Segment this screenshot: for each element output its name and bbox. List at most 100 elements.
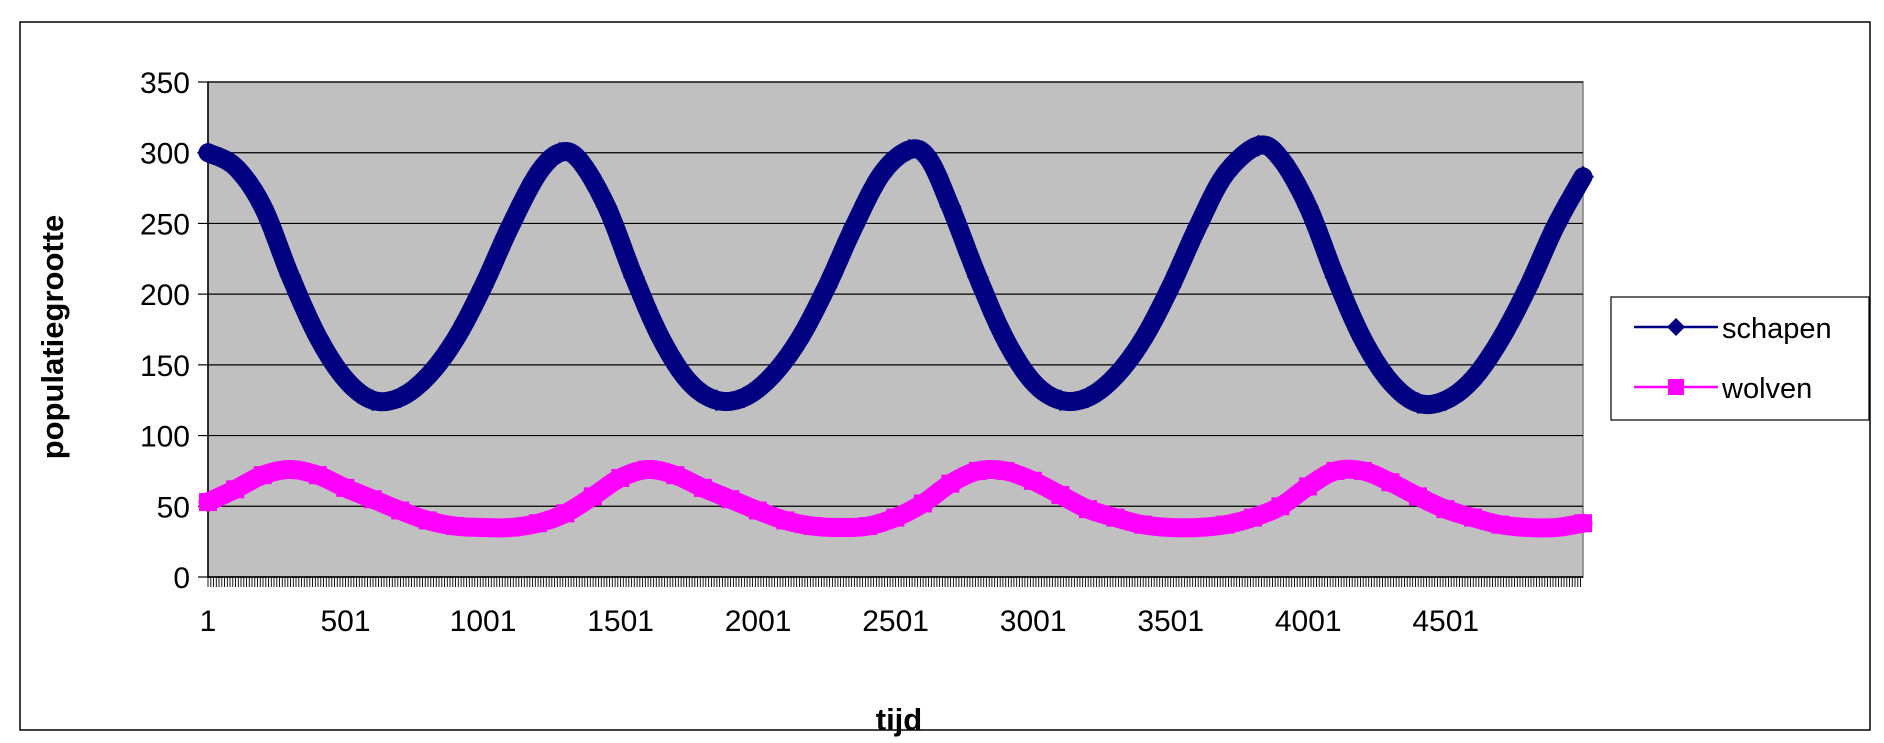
- data-point-schapen: [279, 264, 302, 287]
- data-point-schapen: [334, 368, 357, 390]
- series-line-schapen: [198, 135, 1593, 415]
- x-minor-tick-marks: [207, 577, 1581, 587]
- y-tick-label: 100: [140, 421, 190, 454]
- x-tick-label: 3001: [1000, 605, 1067, 638]
- data-point-wolven: [693, 478, 712, 497]
- data-point-wolven: [226, 480, 245, 499]
- data-point-schapen: [197, 141, 219, 164]
- y-tick-label: 150: [140, 350, 190, 383]
- data-point-schapen: [1021, 370, 1044, 393]
- x-tick-labels: 1 501 1001 1501 2001 2501 3001 3501 4001 4501: [200, 605, 1479, 638]
- legend-marker-schapen: [1667, 318, 1685, 336]
- data-point-schapen: [526, 162, 549, 185]
- data-point-wolven: [1381, 473, 1400, 492]
- data-point-schapen: [1186, 215, 1209, 238]
- y-tick-label: 300: [140, 138, 190, 171]
- x-minor-ticks: [207, 577, 1581, 587]
- data-point-schapen: [389, 386, 412, 409]
- data-point-wolven: [858, 517, 877, 536]
- data-point-schapen: [1159, 276, 1182, 299]
- legend-marker-wolven: [1668, 379, 1684, 395]
- data-point-schapen: [705, 389, 728, 412]
- x-tick-label: 1501: [587, 605, 654, 638]
- data-point-wolven: [886, 508, 905, 527]
- data-point-wolven: [336, 478, 355, 497]
- data-point-wolven: [446, 517, 465, 536]
- data-point-schapen: [1461, 368, 1484, 390]
- x-axis-label: tijd: [876, 702, 923, 737]
- data-point-wolven: [1574, 514, 1592, 533]
- data-point-schapen: [444, 328, 467, 351]
- x-tick-label: 2501: [862, 605, 929, 638]
- x-tick-label: 1001: [450, 605, 517, 638]
- data-point-schapen: [306, 325, 329, 348]
- data-point-wolven: [721, 490, 740, 509]
- data-point-wolven: [941, 474, 960, 493]
- data-point-wolven: [199, 493, 217, 512]
- data-point-wolven: [611, 469, 630, 487]
- data-point-wolven: [583, 487, 602, 506]
- data-point-schapen: [1131, 328, 1154, 351]
- y-tick-labels: 0 50 100 150 200 250 300 350: [140, 67, 190, 595]
- y-tick-label: 200: [140, 279, 190, 312]
- data-point-wolven: [748, 501, 767, 520]
- data-point-wolven: [1023, 471, 1042, 490]
- data-point-wolven: [1491, 515, 1510, 534]
- data-point-schapen: [1296, 195, 1319, 218]
- data-point-wolven: [1133, 515, 1152, 534]
- data-point-schapen: [1516, 276, 1539, 299]
- data-point-schapen: [788, 328, 811, 351]
- legend-item-schapen: schapen: [1634, 313, 1832, 345]
- data-point-schapen: [815, 276, 838, 299]
- data-point-schapen: [499, 215, 522, 238]
- data-point-schapen: [224, 155, 247, 178]
- data-point-wolven: [363, 490, 382, 509]
- data-point-wolven: [1216, 515, 1235, 534]
- y-tick-label: 0: [173, 562, 190, 595]
- data-point-schapen: [678, 370, 701, 393]
- data-point-schapen: [1544, 215, 1567, 238]
- data-point-schapen: [1434, 389, 1457, 412]
- data-point-wolven: [1353, 461, 1372, 480]
- data-point-schapen: [1049, 389, 1072, 412]
- data-point-schapen: [760, 365, 783, 388]
- x-tick-label: 4501: [1412, 605, 1479, 638]
- data-point-schapen: [1406, 392, 1429, 415]
- data-point-schapen: [1324, 266, 1347, 289]
- data-point-schapen: [1104, 365, 1127, 388]
- y-tick-label: 250: [140, 208, 190, 241]
- x-tick-label: 3501: [1137, 605, 1204, 638]
- data-point-wolven: [913, 494, 932, 513]
- data-point-schapen: [251, 195, 274, 218]
- data-point-schapen: [1351, 328, 1374, 351]
- data-point-schapen: [595, 195, 618, 218]
- data-point-wolven: [1436, 500, 1455, 519]
- data-point-schapen: [548, 141, 571, 164]
- data-point-wolven: [1188, 518, 1207, 537]
- data-point-schapen: [1214, 162, 1237, 185]
- x-tick-label: 501: [320, 605, 370, 638]
- data-point-schapen: [650, 328, 673, 351]
- data-point-schapen: [1076, 386, 1099, 409]
- data-point-wolven: [308, 466, 327, 485]
- y-tick-label: 350: [140, 67, 190, 100]
- data-point-schapen: [898, 138, 921, 161]
- data-point-schapen: [939, 195, 962, 218]
- data-point-wolven: [638, 460, 657, 479]
- data-point-schapen: [733, 386, 756, 409]
- series-layer: [197, 134, 1594, 538]
- y-tick-label: 50: [157, 491, 190, 524]
- data-point-schapen: [994, 328, 1017, 351]
- data-point-wolven: [968, 461, 987, 480]
- data-point-wolven: [776, 511, 795, 530]
- data-point-schapen: [471, 276, 494, 299]
- data-point-schapen: [361, 389, 384, 412]
- data-point-wolven: [1271, 497, 1290, 516]
- data-point-wolven: [1546, 518, 1565, 537]
- data-point-wolven: [1463, 508, 1482, 527]
- data-point-schapen: [966, 266, 989, 289]
- data-point-schapen: [568, 148, 591, 171]
- data-point-wolven: [418, 511, 437, 530]
- data-point-schapen: [870, 162, 893, 185]
- data-point-schapen: [917, 147, 940, 170]
